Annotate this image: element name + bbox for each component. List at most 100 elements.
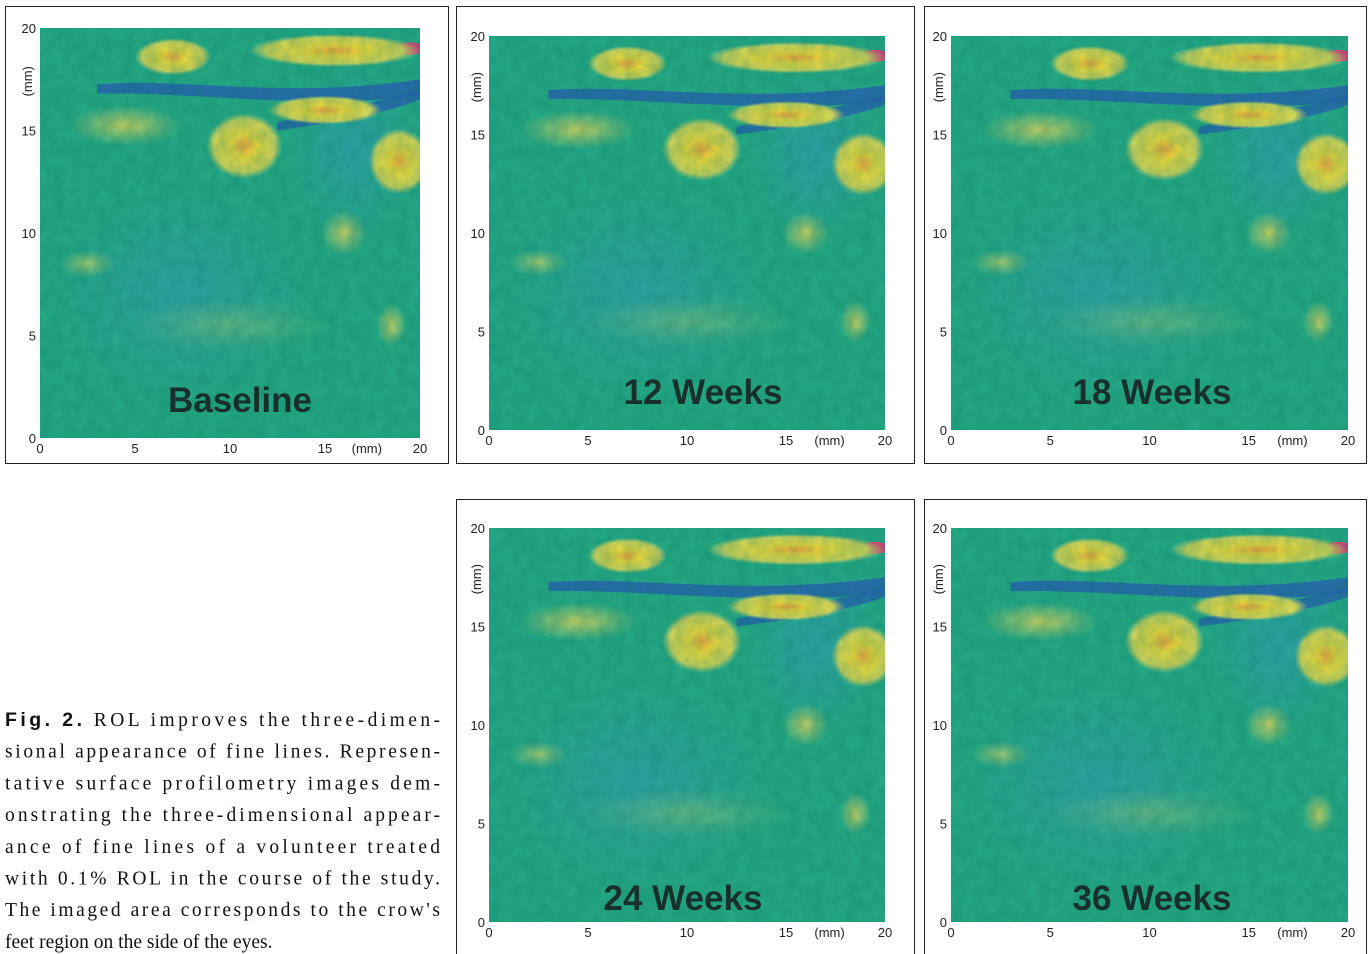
panel-frame: [924, 6, 1367, 464]
panel-label: 12 Weeks: [624, 373, 783, 412]
x-tick-label: 5: [584, 433, 591, 448]
caption-line: onstrating the three-dimensional appear-: [5, 805, 440, 826]
panel-label: 24 Weeks: [604, 879, 763, 918]
caption-line: The imaged area corresponds to the crow'…: [5, 900, 440, 921]
x-axis-unit: (mm): [814, 925, 844, 940]
x-axis-unit: (mm): [1277, 433, 1307, 448]
x-tick-label: 10: [1142, 433, 1156, 448]
x-tick-label: 15: [1242, 433, 1256, 448]
y-tick-label: 20: [933, 29, 947, 44]
y-tick-label: 20: [471, 29, 485, 44]
y-axis-unit: (mm): [931, 72, 946, 102]
x-tick-label: 10: [680, 925, 694, 940]
caption-text: ance of fine lines of a volunteer treate…: [5, 837, 440, 858]
panel-label: 36 Weeks: [1073, 879, 1232, 918]
y-tick-label: 10: [933, 226, 947, 241]
y-tick-label: 10: [22, 226, 36, 241]
x-tick-label: 20: [1341, 433, 1355, 448]
x-tick-label: 15: [318, 441, 332, 456]
y-tick-label: 0: [478, 915, 485, 930]
caption-text: The imaged area corresponds to the crow'…: [5, 900, 440, 921]
y-tick-label: 0: [940, 423, 947, 438]
x-tick-label: 20: [413, 441, 427, 456]
panel-frame: [456, 6, 915, 464]
panel-label: 18 Weeks: [1073, 373, 1232, 412]
y-tick-label: 20: [471, 521, 485, 536]
y-tick-label: 5: [29, 329, 36, 344]
y-tick-label: 10: [471, 718, 485, 733]
y-tick-label: 5: [478, 817, 485, 832]
panels: 0 5 10 15 20 (mm) 0 5 10 15 20 (mm) Baseline 0 5 10 15 20…: [5, 6, 1367, 954]
caption-text: ROL improves the three-dimen-: [85, 710, 440, 731]
panel-frame: [456, 499, 915, 954]
x-tick-label: 15: [779, 433, 793, 448]
caption: Fig. 2. ROL improves the three-dimen-sio…: [5, 709, 440, 953]
y-axis-unit: (mm): [469, 564, 484, 594]
x-axis-unit: (mm): [352, 441, 382, 456]
caption-line: with 0.1% ROL in the course of the study…: [5, 869, 440, 890]
y-tick-label: 15: [22, 124, 36, 139]
x-axis-unit: (mm): [814, 433, 844, 448]
x-tick-label: 5: [131, 441, 138, 456]
panel: 0 5 10 15 20 (mm) 0 5 10 15 20 (mm) 12 Weeks: [456, 6, 915, 464]
panel-frame: [5, 6, 449, 464]
x-tick-label: 10: [1142, 925, 1156, 940]
panel-label: Baseline: [168, 381, 312, 420]
x-tick-label: 0: [485, 925, 492, 940]
y-axis-unit: (mm): [20, 66, 35, 96]
y-tick-label: 5: [478, 325, 485, 340]
x-tick-label: 10: [680, 433, 694, 448]
panel: 0 5 10 15 20 (mm) 0 5 10 15 20 (mm) 24 Weeks: [456, 499, 915, 954]
panel-frame: [924, 499, 1367, 954]
caption-line: ance of fine lines of a volunteer treate…: [5, 837, 440, 858]
caption-label: Fig. 2.: [5, 709, 82, 731]
y-tick-label: 5: [940, 817, 947, 832]
y-tick-label: 5: [940, 325, 947, 340]
x-tick-label: 5: [1047, 925, 1054, 940]
y-tick-label: 15: [933, 620, 947, 635]
y-tick-label: 0: [478, 423, 485, 438]
caption-text: onstrating the three-dimensional appear-: [5, 805, 440, 826]
x-tick-label: 20: [878, 433, 892, 448]
y-tick-label: 15: [471, 620, 485, 635]
x-tick-label: 0: [947, 433, 954, 448]
x-tick-label: 0: [36, 441, 43, 456]
x-tick-label: 15: [779, 925, 793, 940]
y-tick-label: 20: [933, 521, 947, 536]
x-tick-label: 15: [1242, 925, 1256, 940]
x-tick-label: 10: [223, 441, 237, 456]
x-tick-label: 0: [485, 433, 492, 448]
y-tick-label: 0: [940, 915, 947, 930]
y-axis-unit: (mm): [469, 72, 484, 102]
profilometry-image: [951, 36, 1358, 430]
y-tick-label: 15: [933, 128, 947, 143]
x-tick-label: 20: [878, 925, 892, 940]
caption-text: sional appearance of fine lines. Represe…: [5, 742, 440, 763]
y-tick-label: 15: [471, 128, 485, 143]
y-tick-label: 10: [933, 718, 947, 733]
y-tick-label: 0: [29, 431, 36, 446]
panel: 0 5 10 15 20 (mm) 0 5 10 15 20 (mm) Baseline: [5, 6, 449, 464]
y-tick-label: 10: [471, 226, 485, 241]
profilometry-image: [40, 28, 430, 438]
x-tick-label: 0: [947, 925, 954, 940]
caption-text: tative surface profilometry images dem-: [5, 773, 440, 794]
caption-line: feet region on the side of the eyes.: [5, 932, 273, 953]
profilometry-image: [489, 36, 895, 430]
x-tick-label: 5: [1047, 433, 1054, 448]
x-tick-label: 20: [1341, 925, 1355, 940]
caption-line: tative surface profilometry images dem-: [5, 773, 440, 794]
caption-line: Fig. 2. ROL improves the three-dimen-: [5, 709, 440, 731]
y-tick-label: 20: [22, 21, 36, 36]
caption-text: with 0.1% ROL in the course of the study…: [5, 869, 440, 890]
panel: 0 5 10 15 20 (mm) 0 5 10 15 20 (mm) 18 Weeks: [924, 6, 1367, 464]
x-axis-unit: (mm): [1277, 925, 1307, 940]
x-tick-label: 5: [584, 925, 591, 940]
caption-line: sional appearance of fine lines. Represe…: [5, 742, 440, 763]
caption-text: feet region on the side of the eyes.: [5, 932, 273, 953]
panel: 0 5 10 15 20 (mm) 0 5 10 15 20 (mm) 36 Weeks: [924, 499, 1367, 954]
y-axis-unit: (mm): [931, 564, 946, 594]
profilometry-image: [489, 528, 895, 922]
profilometry-image: [951, 528, 1358, 922]
